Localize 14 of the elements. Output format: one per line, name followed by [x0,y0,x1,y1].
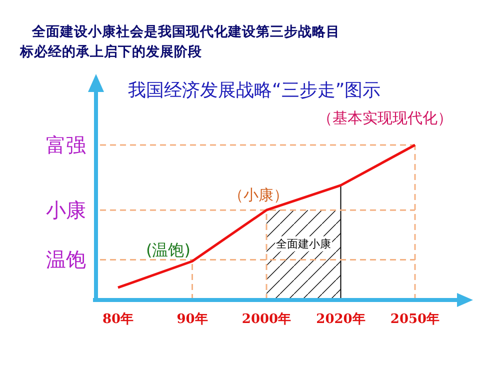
annotation: （基本实现现代化） [318,109,452,127]
band-label: 全面建小康 [276,237,332,250]
x-tick-label: 2000年 [242,312,292,328]
x-tick-label: 90年 [176,312,208,328]
ref-line-label: 富强 [46,133,86,157]
x-tick-label: 2020年 [316,312,366,328]
x-tick-label: 80年 [102,312,134,328]
annotation: (温饱) [146,240,190,260]
annotation: （小康） [228,186,288,204]
ref-line-label: 小康 [46,198,86,222]
x-tick-label: 2050年 [390,312,440,328]
ref-line-label: 温饱 [46,248,86,272]
chart-subtitle: 我国经济发展战略“三步走”图示 [128,80,381,101]
chart-title: 全面建设小康社会是我国现代化建设第三步战略目标必经的承上启下的发展阶段 [19,23,340,60]
